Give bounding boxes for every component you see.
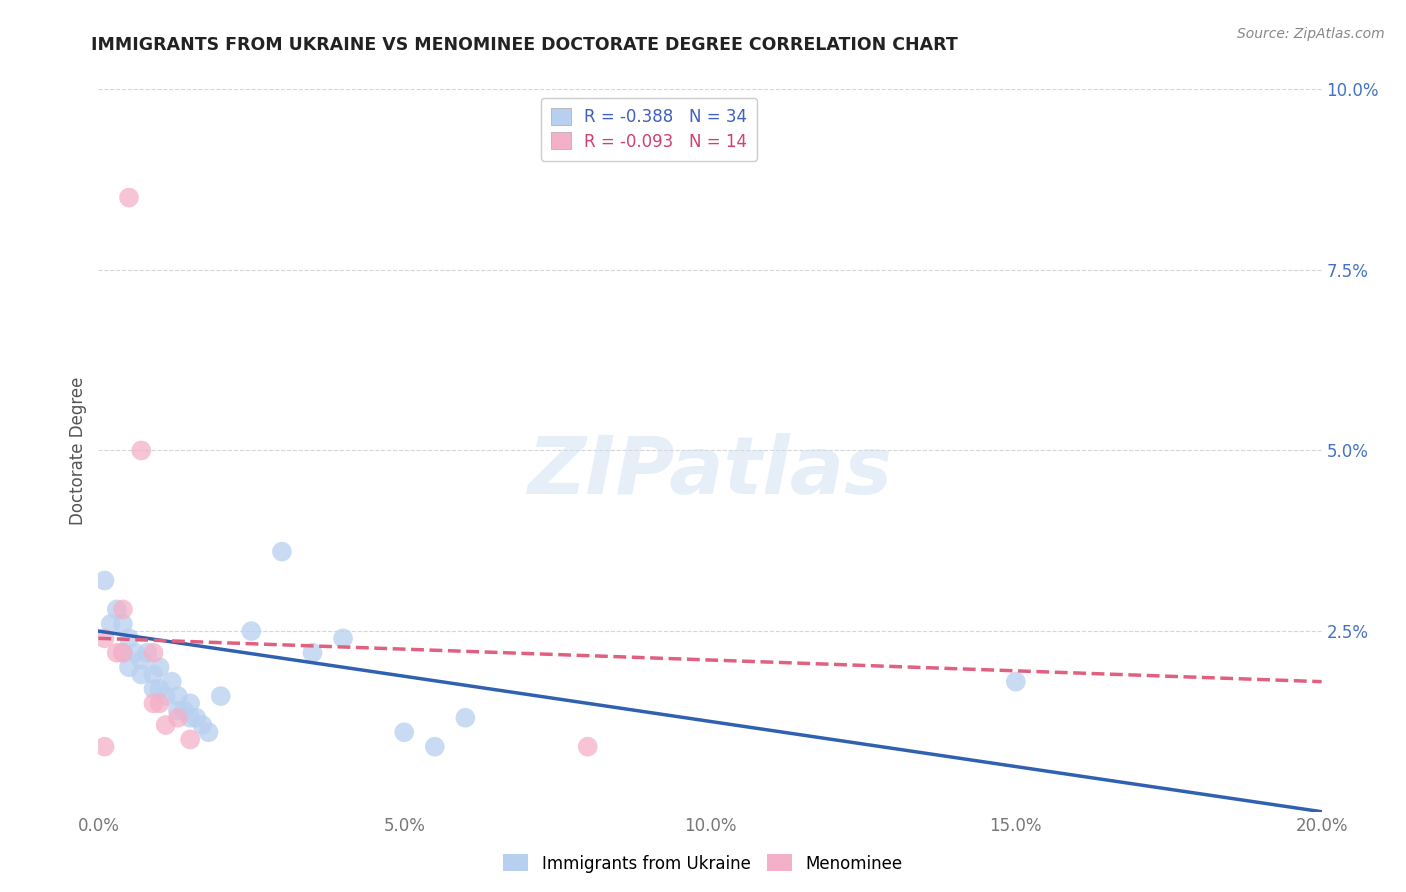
Point xyxy=(167,711,190,725)
Point xyxy=(118,632,141,646)
Point xyxy=(149,681,172,696)
Point xyxy=(173,704,195,718)
Point xyxy=(93,574,115,588)
Point xyxy=(118,660,141,674)
Point xyxy=(332,632,354,646)
Point xyxy=(209,689,232,703)
Point xyxy=(576,739,599,754)
Point xyxy=(111,646,134,660)
Point xyxy=(111,616,134,631)
Point xyxy=(105,602,128,616)
Point xyxy=(93,632,115,646)
Y-axis label: Doctorate Degree: Doctorate Degree xyxy=(69,376,87,524)
Legend: R = -0.388   N = 34, R = -0.093   N = 14: R = -0.388 N = 34, R = -0.093 N = 14 xyxy=(541,97,756,161)
Point xyxy=(301,646,323,660)
Point xyxy=(240,624,263,639)
Legend: Immigrants from Ukraine, Menominee: Immigrants from Ukraine, Menominee xyxy=(496,847,910,880)
Point xyxy=(142,697,165,711)
Point xyxy=(1004,674,1026,689)
Point xyxy=(118,191,141,205)
Point xyxy=(167,704,190,718)
Point xyxy=(105,646,128,660)
Point xyxy=(100,616,122,631)
Point xyxy=(160,674,183,689)
Point xyxy=(129,443,152,458)
Point xyxy=(179,697,201,711)
Point xyxy=(179,711,201,725)
Point xyxy=(111,602,134,616)
Text: Source: ZipAtlas.com: Source: ZipAtlas.com xyxy=(1237,27,1385,41)
Text: ZIPatlas: ZIPatlas xyxy=(527,434,893,511)
Point xyxy=(191,718,214,732)
Point xyxy=(392,725,416,739)
Point xyxy=(149,660,172,674)
Point xyxy=(129,667,152,681)
Point xyxy=(155,689,177,703)
Text: IMMIGRANTS FROM UKRAINE VS MENOMINEE DOCTORATE DEGREE CORRELATION CHART: IMMIGRANTS FROM UKRAINE VS MENOMINEE DOC… xyxy=(91,36,957,54)
Point xyxy=(197,725,219,739)
Point xyxy=(149,697,172,711)
Point xyxy=(454,711,477,725)
Point xyxy=(167,689,190,703)
Point xyxy=(124,646,146,660)
Point xyxy=(111,646,134,660)
Point xyxy=(142,667,165,681)
Point xyxy=(155,718,177,732)
Point xyxy=(142,646,165,660)
Point xyxy=(179,732,201,747)
Point xyxy=(142,681,165,696)
Point xyxy=(93,739,115,754)
Point xyxy=(136,646,159,660)
Point xyxy=(186,711,208,725)
Point xyxy=(270,544,292,558)
Point xyxy=(423,739,446,754)
Point xyxy=(129,653,152,667)
